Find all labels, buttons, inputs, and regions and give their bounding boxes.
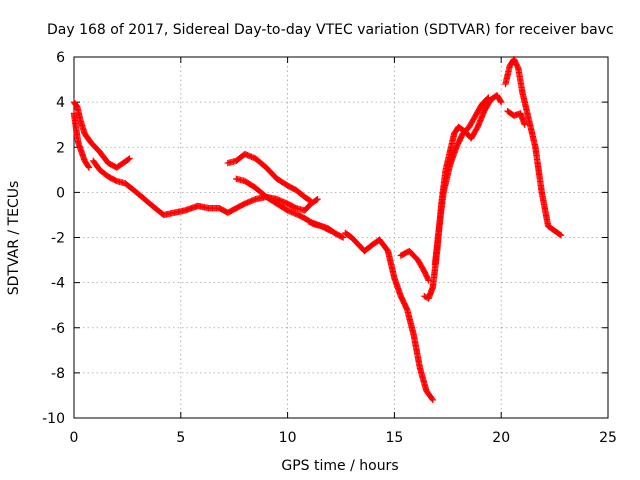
x-axis-label: GPS time / hours — [281, 458, 398, 474]
y-tick-label: 2 — [56, 140, 65, 156]
data-point — [521, 121, 528, 128]
y-tick-label: -2 — [51, 231, 65, 247]
series-satellite-track-j — [431, 94, 492, 268]
y-tick-label: 6 — [56, 50, 65, 66]
x-tick-label: 15 — [385, 430, 403, 446]
data-point — [497, 97, 504, 105]
series-satellite-track-d — [224, 150, 315, 205]
data-point — [429, 396, 437, 404]
data-point — [85, 163, 92, 170]
chart-title: Day 168 of 2017, Sidereal Day-to-day VTE… — [47, 22, 614, 38]
data-point — [85, 164, 93, 171]
x-tick-label: 5 — [176, 430, 185, 446]
x-tick-label: 10 — [279, 430, 297, 446]
series-satellite-track-i — [421, 92, 505, 302]
series-satellite-track-b — [70, 110, 93, 171]
y-tick-label: 4 — [56, 95, 65, 111]
y-tick-label: -8 — [51, 366, 65, 382]
x-tick-labels: 0 5 10 15 20 25 — [70, 430, 617, 446]
series-satellite-track-a — [70, 98, 133, 171]
data-point — [125, 156, 132, 163]
data-point — [307, 198, 315, 205]
data-point — [338, 233, 346, 241]
data-point — [314, 195, 321, 203]
data-point — [484, 95, 491, 102]
data-point — [313, 196, 320, 204]
y-tick-label: -4 — [51, 276, 65, 292]
data-point — [306, 197, 314, 204]
y-tick-label: 0 — [56, 185, 65, 201]
y-axis-label: SDTVAR / TECUs — [6, 181, 22, 296]
axis-ticks — [73, 56, 609, 419]
x-tick-label: 0 — [70, 430, 79, 446]
data-point — [126, 155, 133, 162]
data-point — [485, 94, 492, 101]
y-tick-labels: -10 -8 -6 -4 -2 0 2 4 6 — [42, 50, 65, 427]
x-tick-label: 25 — [599, 430, 617, 446]
data-points — [70, 56, 565, 404]
data-point — [557, 232, 565, 239]
series-satellite-track-k — [502, 56, 565, 239]
data-point — [339, 234, 347, 241]
x-tick-label: 20 — [492, 430, 510, 446]
series-satellite-track-f — [305, 218, 347, 241]
series-satellite-track-g — [342, 229, 437, 404]
data-point — [428, 395, 436, 403]
series-satellite-track-h — [397, 247, 432, 284]
data-point — [556, 231, 564, 238]
data-point — [424, 275, 432, 283]
data-point — [498, 98, 505, 106]
y-tick-label: -6 — [51, 321, 65, 337]
y-tick-label: -10 — [42, 411, 65, 427]
series-satellite-track-l — [504, 107, 528, 128]
